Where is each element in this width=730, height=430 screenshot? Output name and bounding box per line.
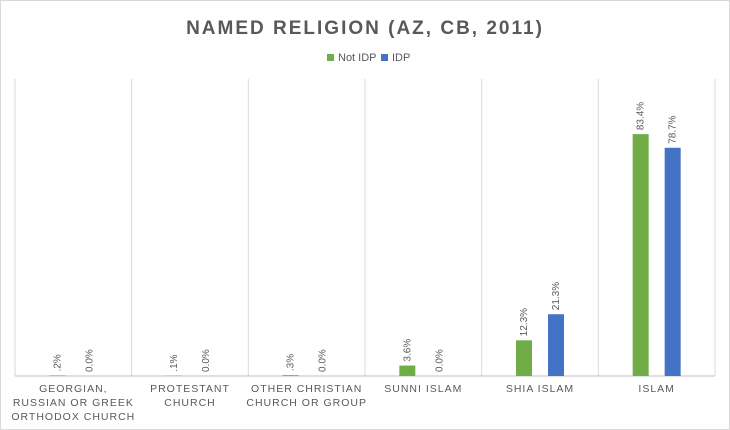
legend-swatch-1 xyxy=(381,54,388,61)
category-label-4: SHIA ISLAM xyxy=(506,383,574,395)
category-label-line: PROTESTANT xyxy=(150,383,230,395)
category-label-line: RUSSIAN OR GREEK xyxy=(13,397,134,409)
data-label-not-idp-0: .2% xyxy=(52,354,63,371)
data-label-not-idp-5: 83.4% xyxy=(636,102,647,130)
bar-not-idp-3 xyxy=(399,365,416,376)
category-label-line: CHURCH OR GROUP xyxy=(246,397,367,409)
category-label-0: GEORGIAN, RUSSIAN OR GREEK ORTHODOX CHURCH xyxy=(11,383,135,423)
data-label-idp-1: 0.0% xyxy=(201,349,212,372)
legend: Not IDP IDP xyxy=(327,52,410,64)
category-label-line: OTHER CHRISTIAN xyxy=(251,383,362,395)
bar-not-idp-4 xyxy=(516,340,532,376)
legend-label-1: IDP xyxy=(392,52,410,64)
x-axis: GEORGIAN, RUSSIAN OR GREEK ORTHODOX CHURCH… xyxy=(11,383,675,423)
data-label-not-idp-3: 3.6% xyxy=(402,339,413,362)
data-label-not-idp-4: 12.3% xyxy=(519,308,530,336)
category-gridlines xyxy=(14,79,716,377)
category-label-line: SHIA ISLAM xyxy=(506,383,574,395)
category-label-5: ISLAM xyxy=(638,383,675,395)
bar-not-idp-5 xyxy=(632,134,649,376)
category-label-line: ORTHODOX CHURCH xyxy=(11,411,135,423)
data-label-idp-0: 0.0% xyxy=(84,349,95,372)
category-label-line: ISLAM xyxy=(638,383,675,395)
data-label-idp-4: 21.3% xyxy=(551,282,562,310)
data-label-idp-5: 78.7% xyxy=(668,115,679,143)
bar-not-idp-0 xyxy=(49,375,66,376)
bar-idp-4 xyxy=(548,314,564,376)
category-label-1: PROTESTANT CHURCH xyxy=(150,383,230,409)
category-label-2: OTHER CHRISTIAN CHURCH OR GROUP xyxy=(246,383,367,409)
legend-swatch-0 xyxy=(327,54,334,61)
data-label-not-idp-1: .1% xyxy=(169,354,180,371)
bar-not-idp-2 xyxy=(282,375,299,376)
data-label-idp-3: 0.0% xyxy=(434,349,445,372)
bar-idp-5 xyxy=(664,147,681,376)
chart-title: NAMED RELIGION (AZ, CB, 2011) xyxy=(186,18,544,39)
category-label-line: SUNNI ISLAM xyxy=(384,383,462,395)
legend-label-0: Not IDP xyxy=(338,52,377,64)
data-labels: .2% 0.0% .1% 0.0% .3% 0.0% 3.6% 0.0% 12.3% 21.3% 8… xyxy=(52,102,678,372)
bars xyxy=(49,134,681,376)
category-label-3: SUNNI ISLAM xyxy=(384,383,462,395)
data-label-not-idp-2: .3% xyxy=(286,354,297,371)
data-label-idp-2: 0.0% xyxy=(318,349,329,372)
category-label-line: CHURCH xyxy=(164,397,216,409)
category-label-line: GEORGIAN, xyxy=(39,383,108,395)
